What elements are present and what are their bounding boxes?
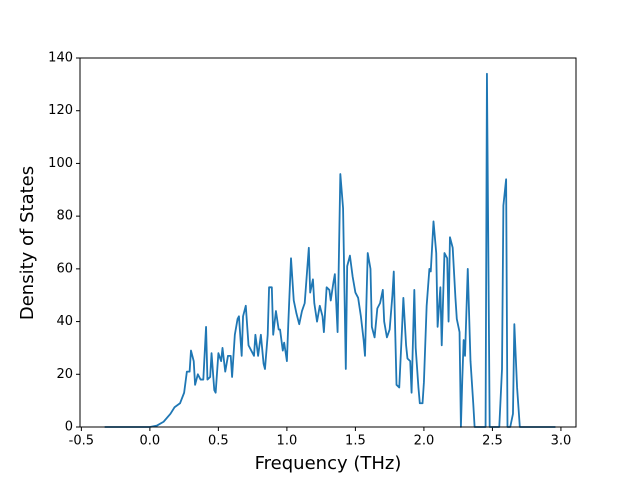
x-tick-label: 0.5 [208,434,229,449]
x-tick-label: 3.0 [551,434,572,449]
y-tick-label: 140 [48,51,73,66]
y-tick-label: 0 [65,420,73,435]
line-series [104,72,556,428]
x-tick-label: 1.5 [345,434,366,449]
y-tick-label: 120 [48,103,73,118]
y-tick-label: 60 [56,261,73,276]
x-tick-label: -0.5 [69,434,94,449]
x-tick-label: 1.0 [277,434,298,449]
y-tick-label: 80 [56,209,73,224]
y-axis-label: Density of States [17,166,38,320]
plot-frame [79,57,577,428]
x-axis-label: Frequency (THz) [255,453,402,474]
y-tick-label: 40 [56,314,73,329]
y-tick-label: 20 [56,367,73,382]
x-tick-label: 0.0 [140,434,161,449]
x-tick-label: 2.0 [414,434,435,449]
x-tick-label: 2.5 [482,434,503,449]
y-tick-label: 100 [48,156,73,171]
